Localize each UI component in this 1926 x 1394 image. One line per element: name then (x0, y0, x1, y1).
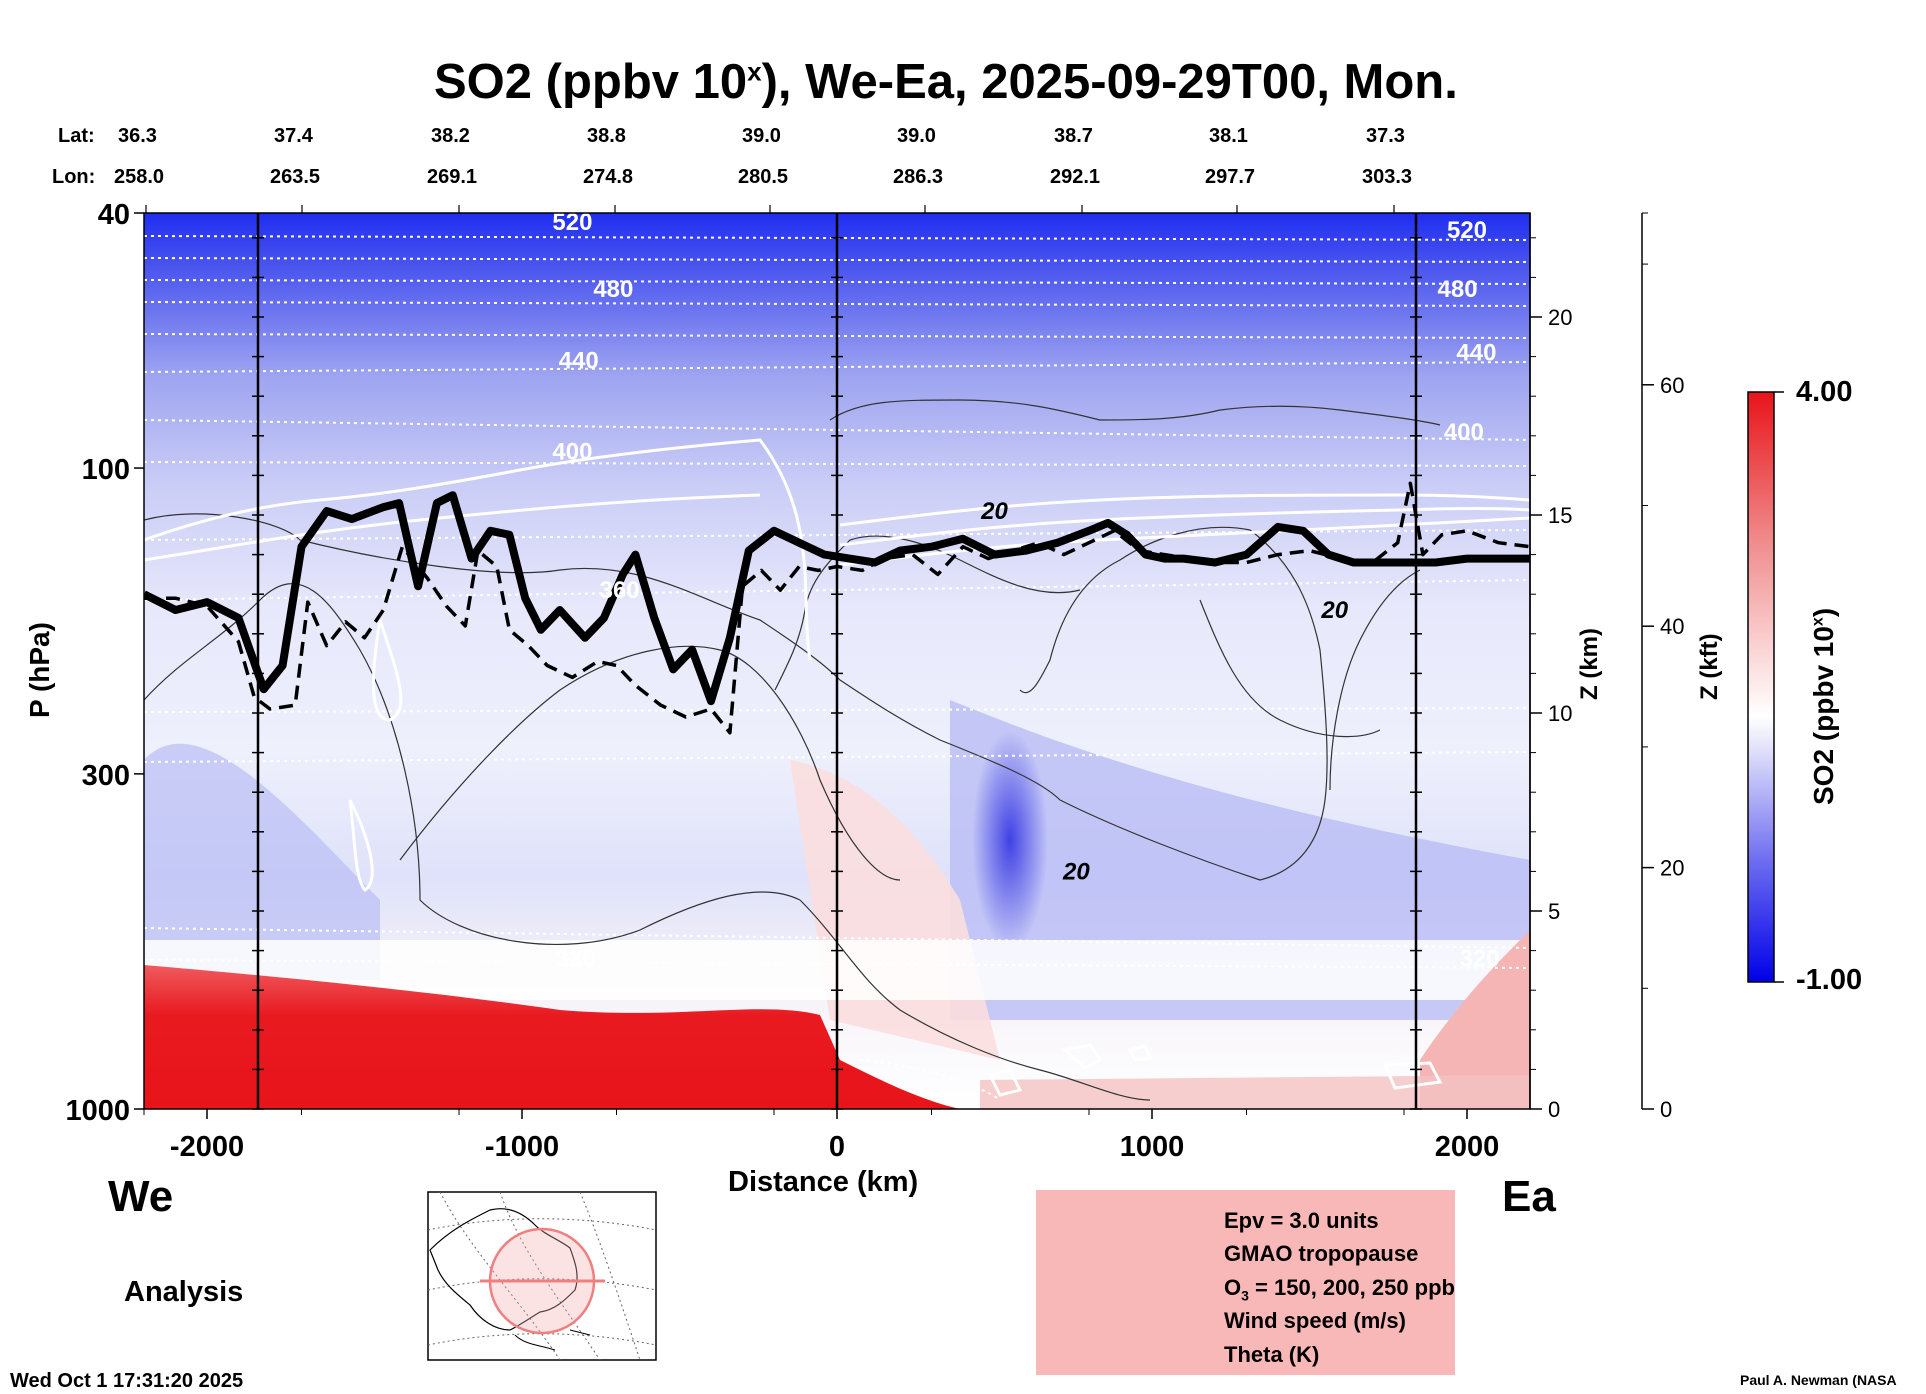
title-suffix: ), We-Ea, 2025-09-29T00, Mon. (761, 55, 1458, 109)
blue-plume (972, 730, 1048, 950)
colorbar-title-prefix: SO2 (ppbv 10 (1808, 626, 1839, 805)
legend-o3-sub: 3 (1241, 1287, 1249, 1304)
z-km-tick-label-1: 5 (1548, 899, 1560, 924)
wind-label-0: 20 (980, 498, 1008, 525)
series-layer (144, 481, 1530, 735)
theta-label-2: 440 (559, 347, 599, 374)
colorbar-title: SO2 (ppbv 10x) (1808, 608, 1840, 805)
lat-value-1: 37.4 (274, 125, 313, 147)
z-km-axis-title: Z (km) (1576, 628, 1603, 700)
timestamp: Wed Oct 1 17:31:20 2025 (10, 1370, 244, 1392)
legend-o3-label: O3 = 150, 200, 250 ppb (1224, 1275, 1455, 1303)
lat-value-6: 38.7 (1054, 125, 1093, 147)
lat-value-0: 36.3 (118, 125, 157, 147)
y-tick-label-2: 300 (82, 760, 130, 792)
theta-label-9: 400 (1444, 419, 1484, 446)
credit: Paul A. Newman (NASA (1740, 1372, 1897, 1388)
inset-map-islands (514, 1329, 591, 1351)
theta-label-6: 520 (1447, 217, 1487, 244)
lon-value-3: 274.8 (583, 166, 634, 188)
z-kft-tick-label-0: 0 (1660, 1097, 1672, 1122)
inset-map-graticule (427, 1191, 657, 1361)
lon-value-5: 286.3 (893, 166, 944, 188)
colorbar-max-label: 4.00 (1796, 376, 1853, 408)
theta-label-4: 360 (600, 577, 640, 604)
legend-box (1036, 1190, 1455, 1375)
right-station-label: Ea (1502, 1172, 1556, 1221)
lat-value-7: 38.1 (1209, 125, 1248, 147)
theta-label-3: 400 (552, 439, 592, 466)
z-kft-tick-label-1: 20 (1660, 856, 1684, 881)
axes: -2000 -1000 0 1000 2000 40 100 300 1000 0 5 10 15 20 0… (65, 199, 1684, 1163)
title-prefix: SO2 (ppbv 10 (434, 55, 748, 109)
theta-label-5: 320 (556, 945, 596, 972)
lon-value-6: 292.1 (1050, 166, 1101, 188)
z-km-tick-label-0: 0 (1548, 1097, 1560, 1122)
z-km-tick-label-4: 20 (1548, 305, 1572, 330)
inset-map (427, 1191, 657, 1361)
o3-contours (144, 438, 1530, 1097)
chart-title: SO2 (ppbv 10x), We-Ea, 2025-09-29T00, Mo… (434, 54, 1458, 110)
x-tick-label-1: -1000 (485, 1131, 559, 1163)
wind-label-1: 20 (1320, 597, 1348, 624)
y-axis-title: P (hPa) (24, 622, 55, 718)
y-tick-label-3: 1000 (65, 1095, 130, 1127)
theta-label-1: 480 (593, 276, 633, 303)
lon-value-4: 280.5 (738, 166, 789, 188)
x-tick-label-3: 1000 (1120, 1131, 1185, 1163)
theta-label-7: 480 (1438, 276, 1478, 303)
colorbar-scale (1747, 391, 1775, 983)
z-kft-tick-label-3: 60 (1660, 373, 1684, 398)
legend-epv-label: Epv = 3.0 units (1224, 1208, 1379, 1233)
reference-lines (256, 213, 1418, 1109)
colorbar-ticks (1774, 391, 1784, 983)
lat-label: Lat: (58, 125, 95, 147)
legend-theta-label: Theta (K) (1224, 1342, 1320, 1367)
z-kft-axis-title: Z (kft) (1696, 633, 1723, 700)
blue-patch-west (144, 743, 380, 980)
left-station-label: We (108, 1172, 174, 1221)
y-tick-label-1: 100 (82, 454, 130, 486)
legend-o3-prefix: O (1224, 1275, 1242, 1300)
legend-wind-label: Wind speed (m/s) (1224, 1308, 1406, 1333)
legend-tropopause-label: GMAO tropopause (1224, 1241, 1419, 1266)
lat-value-3: 38.8 (587, 125, 626, 147)
x-tick-label-2: 0 (829, 1131, 845, 1163)
colorbar-title-suffix: ) (1808, 607, 1839, 618)
gmao-tropopause-line (144, 491, 1530, 706)
lat-value-2: 38.2 (431, 125, 470, 147)
epv-3-line (144, 481, 1530, 735)
lon-value-7: 297.7 (1205, 166, 1256, 188)
analysis-label: Analysis (124, 1276, 244, 1308)
z-km-tick-label-2: 10 (1548, 701, 1572, 726)
lon-value-0: 258.0 (114, 166, 165, 188)
colorbar-min-label: -1.00 (1796, 964, 1863, 996)
lat-value-8: 37.3 (1366, 125, 1405, 147)
z-km-tick-label-3: 15 (1548, 503, 1572, 528)
lon-value-2: 269.1 (427, 166, 478, 188)
lat-value-4: 39.0 (742, 125, 781, 147)
pink-east-surface (1420, 930, 1530, 1109)
red-boundary-layer (144, 965, 960, 1109)
x-tick-label-4: 2000 (1435, 1131, 1500, 1163)
lat-value-5: 39.0 (897, 125, 936, 147)
inset-map-coastline (429, 1208, 578, 1331)
lon-value-8: 303.3 (1362, 166, 1413, 188)
title-superscript: x (747, 56, 762, 87)
x-axis-title: Distance (km) (728, 1166, 919, 1198)
colorbar-title-sup: x (1809, 617, 1827, 627)
lon-label: Lon: (52, 166, 96, 188)
pink-surface-strip (980, 1075, 1530, 1109)
x-tick-label-0: -2000 (170, 1131, 244, 1163)
wind-label-2: 20 (1062, 858, 1090, 885)
y-tick-label-0: 40 (98, 199, 130, 231)
lon-value-1: 263.5 (270, 166, 321, 188)
theta-label-10: 320 (1460, 945, 1500, 972)
legend-o3-suffix: = 150, 200, 250 ppb (1248, 1275, 1455, 1300)
theta-label-8: 440 (1456, 340, 1496, 367)
z-kft-tick-label-2: 40 (1660, 614, 1684, 639)
